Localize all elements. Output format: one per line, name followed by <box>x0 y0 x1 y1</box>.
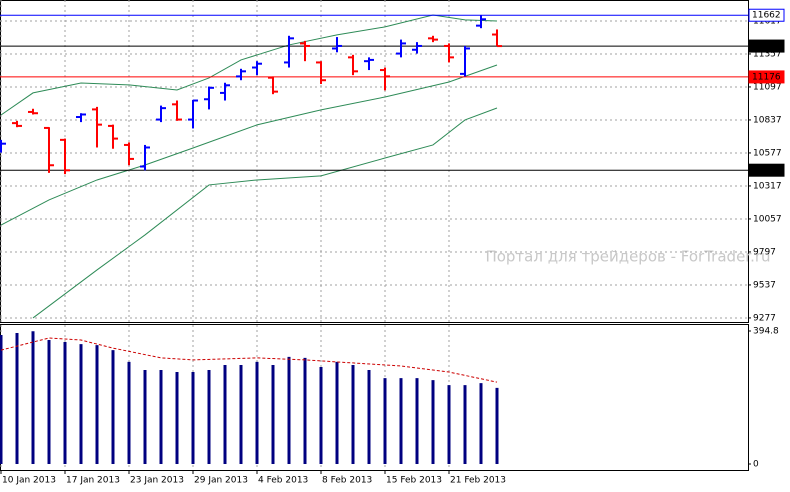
x-tick-label: 29 Jan 2013 <box>194 476 248 486</box>
x-tick-label: 4 Feb 2013 <box>258 476 308 486</box>
level-label: 10441 <box>752 166 781 176</box>
y-tick-label: 10837 <box>753 115 782 125</box>
ohlc-bar <box>268 76 278 95</box>
volume-ma <box>0 337 498 383</box>
y-tick-label: 10317 <box>753 181 782 191</box>
ohlc-bar <box>316 61 326 85</box>
ohlc-bar <box>0 139 6 153</box>
ohlc-bar <box>60 138 70 175</box>
ohlc-bar <box>108 124 118 149</box>
x-tick-label: 8 Feb 2013 <box>322 476 372 486</box>
y-tick-label: 10577 <box>753 148 782 158</box>
level-box <box>748 39 785 53</box>
level-label: 11662 <box>752 11 781 21</box>
level-box <box>748 163 785 177</box>
y-tick-label: 10057 <box>753 214 782 224</box>
y-tick-label: 394.8 <box>753 327 779 337</box>
y-tick-label: 9797 <box>753 247 776 257</box>
ohlc-bar <box>444 43 454 63</box>
y-tick-label: 11357 <box>753 49 782 59</box>
x-tick-label: 23 Jan 2013 <box>130 476 184 486</box>
ohlc-bar <box>252 61 262 76</box>
ohlc-bar <box>204 86 214 110</box>
x-tick-label: 17 Jan 2013 <box>66 476 120 486</box>
y-tick-label: 9537 <box>753 280 776 290</box>
band-line <box>32 107 498 319</box>
ohlc-bar <box>300 40 310 62</box>
ohlc-bar <box>44 126 54 173</box>
ohlc-bar <box>428 35 438 43</box>
ohlc-bar <box>92 106 102 148</box>
ohlc-bar <box>396 39 406 58</box>
ohlc-bar <box>156 105 166 123</box>
ohlc-bar <box>220 82 230 101</box>
ohlc-bar <box>380 67 390 91</box>
x-tick-label: 15 Feb 2013 <box>386 476 442 486</box>
volume-panel <box>0 324 749 471</box>
main-panel <box>0 0 749 323</box>
ohlc-bar <box>188 99 198 129</box>
ohlc-bar <box>76 113 86 123</box>
ohlc-bar <box>124 142 134 166</box>
ohlc-bar <box>12 120 22 128</box>
level-box <box>748 70 785 84</box>
ohlc-bar <box>332 37 342 53</box>
ohlc-bar <box>412 42 422 54</box>
level-label: 11419 <box>752 42 781 52</box>
band-line <box>0 64 498 226</box>
y-tick-label: 11097 <box>753 82 782 92</box>
ohlc-bar <box>348 54 358 76</box>
ohlc-bar <box>460 45 470 77</box>
ohlc-bar <box>492 29 502 48</box>
y-tick-label: 0 <box>753 460 759 470</box>
x-tick-label: 10 Jan 2013 <box>2 476 56 486</box>
ohlc-bar <box>364 57 374 71</box>
y-tick-label: 9277 <box>753 313 776 323</box>
ohlc-bar <box>284 35 294 68</box>
ohlc-bar <box>476 15 486 29</box>
x-tick-label: 21 Feb 2013 <box>450 476 506 486</box>
ohlc-bar <box>236 68 246 81</box>
ohlc-bar <box>172 100 182 121</box>
watermark: Портал для трейдеров - ForTrader.ru <box>485 248 770 266</box>
ohlc-bar <box>28 108 38 115</box>
level-box <box>748 8 785 22</box>
level-label: 11176 <box>752 72 781 82</box>
ohlc-bar <box>140 144 150 171</box>
